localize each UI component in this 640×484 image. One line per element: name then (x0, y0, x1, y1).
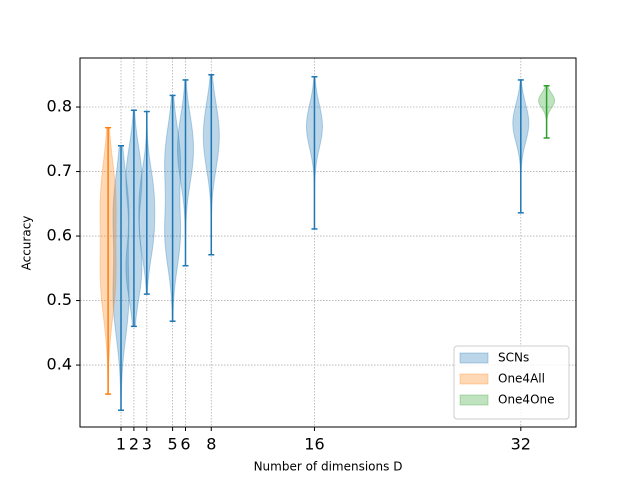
x-tick-label: 16 (304, 435, 324, 454)
legend-box (453, 345, 570, 420)
y-axis-label: Accuracy (20, 216, 34, 271)
x-tick-label: 2 (129, 435, 139, 454)
y-tick-label: 0.6 (47, 226, 72, 245)
x-tick-label: 1 (116, 435, 126, 454)
x-tick-label: 6 (180, 435, 190, 454)
x-axis-label: Number of dimensions D (254, 460, 403, 474)
x-tick-label: 5 (168, 435, 178, 454)
x-tick-label: 32 (511, 435, 531, 454)
y-tick-label: 0.7 (47, 161, 72, 180)
legend-swatch (459, 373, 489, 385)
legend-swatch (459, 352, 489, 364)
y-tick-label: 0.8 (47, 97, 72, 116)
y-tick-label: 0.5 (47, 290, 72, 309)
legend-label: SCNs (498, 351, 529, 365)
legend-label: One4One (498, 393, 555, 407)
plot-frame (79, 57, 577, 428)
x-tick-label: 3 (142, 435, 152, 454)
y-tick-label: 0.4 (47, 355, 72, 374)
x-tick-label: 8 (206, 435, 216, 454)
legend-label: One4All (498, 372, 545, 386)
legend-swatch (459, 394, 489, 406)
